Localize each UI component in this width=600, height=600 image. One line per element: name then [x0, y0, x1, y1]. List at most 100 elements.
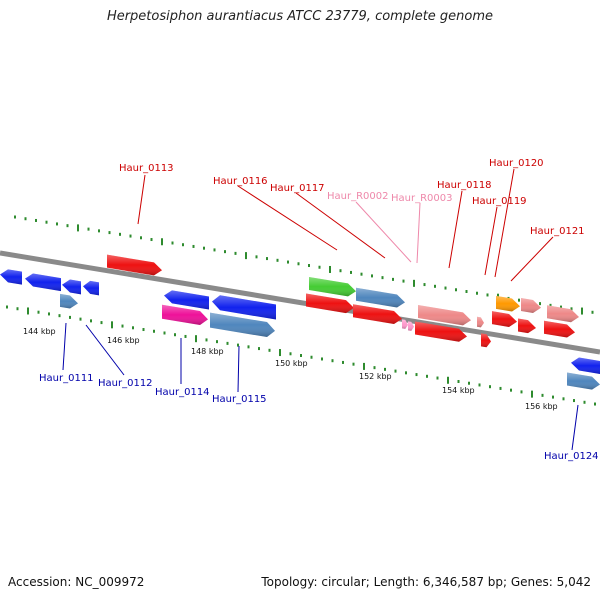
minor-tick [56, 222, 58, 226]
minor-tick [205, 338, 208, 342]
minor-tick [465, 289, 468, 293]
minor-tick [392, 277, 394, 281]
leader-haur-r0002 [355, 201, 412, 263]
minor-tick [266, 257, 268, 261]
minor-tick [321, 357, 323, 361]
gene-arrow-haur-0119-shade [477, 316, 484, 328]
minor-tick [24, 217, 27, 221]
minor-tick [276, 258, 279, 262]
minor-tick [192, 244, 195, 248]
label-haur-0117[interactable]: Haur_0117 [270, 183, 325, 194]
major-tick [245, 252, 247, 260]
major-tick [161, 238, 163, 246]
minor-tick [108, 231, 111, 235]
scale-label-146: 146 kbp [107, 336, 140, 345]
minor-tick [381, 276, 384, 280]
minor-tick [591, 310, 594, 314]
minor-tick [455, 288, 457, 292]
minor-tick [247, 345, 250, 349]
scale-label-152: 152 kbp [359, 372, 392, 381]
leader-haur-0118 [448, 190, 463, 269]
minor-tick [98, 229, 100, 233]
minor-tick [16, 307, 19, 311]
minor-tick [226, 341, 229, 345]
gene-arrow-fwd-c-shade [415, 321, 467, 342]
gene-arrow-haur-0112-shade [83, 280, 99, 296]
minor-tick [129, 234, 132, 238]
label-haur-0119[interactable]: Haur_0119 [472, 196, 527, 207]
minor-tick [405, 371, 407, 375]
minor-tick [100, 321, 103, 325]
minor-tick [549, 303, 552, 307]
leader-haur-0111 [62, 322, 67, 371]
minor-tick [37, 310, 40, 314]
minor-tick [289, 352, 292, 356]
gene-arrow-rev-d-shade [212, 295, 276, 320]
minor-tick [318, 265, 321, 269]
minor-tick [213, 248, 216, 252]
leader-haur-0124 [571, 404, 579, 451]
minor-tick [268, 348, 271, 352]
minor-tick [237, 343, 239, 347]
label-haur-0113[interactable]: Haur_0113 [119, 163, 174, 174]
minor-tick [287, 260, 289, 264]
minor-tick [14, 215, 16, 219]
leader-haur-0117 [295, 192, 386, 259]
gene-arrow-haur-0116-shade [309, 276, 356, 297]
label-haur-0112[interactable]: Haur_0112 [98, 378, 153, 389]
minor-tick [360, 272, 363, 276]
minor-tick [539, 302, 541, 306]
gene-arrow-rev-e-shade [571, 357, 600, 374]
minor-tick [468, 381, 470, 385]
minor-tick [331, 359, 334, 363]
minor-tick [594, 402, 596, 406]
minor-tick [436, 376, 439, 380]
minor-tick [35, 218, 37, 222]
minor-tick [121, 324, 124, 328]
minor-tick [371, 274, 373, 278]
major-tick [581, 307, 583, 315]
minor-tick [310, 355, 313, 359]
scale-label-150: 150 kbp [275, 359, 308, 368]
major-tick [447, 376, 449, 384]
label-haur-0121[interactable]: Haur_0121 [530, 226, 585, 237]
label-haur-0124[interactable]: Haur_0124 [544, 451, 599, 462]
minor-tick [6, 305, 8, 309]
minor-tick [297, 262, 300, 266]
label-haur-r0002[interactable]: Haur_R0002 [327, 191, 389, 202]
major-tick [279, 349, 281, 357]
gene-arrow-fwd-a-shade [306, 293, 354, 314]
minor-tick [541, 393, 544, 397]
minor-tick [583, 400, 586, 404]
label-haur-r0003[interactable]: Haur_R0003 [391, 193, 453, 204]
minor-tick [560, 305, 562, 309]
major-tick [363, 362, 365, 370]
minor-tick [203, 246, 205, 250]
label-haur-0114[interactable]: Haur_0114 [155, 387, 210, 398]
scale-label-156: 156 kbp [525, 402, 558, 411]
minor-tick [132, 326, 134, 330]
minor-tick [352, 362, 355, 366]
gene-arrow-haur-0115-shade [210, 312, 275, 338]
minor-tick [499, 386, 502, 390]
minor-tick [402, 279, 405, 283]
map-title: Herpetosiphon aurantiacus ATCC 23779, co… [106, 9, 494, 24]
gene-arrow-rev-b-shade [25, 273, 61, 292]
minor-tick [119, 232, 121, 236]
label-haur-0118[interactable]: Haur_0118 [437, 180, 492, 191]
label-haur-0115[interactable]: Haur_0115 [212, 394, 267, 405]
label-haur-0111[interactable]: Haur_0111 [39, 373, 94, 384]
minor-tick [373, 366, 376, 370]
minor-tick [308, 264, 310, 268]
minor-tick [153, 329, 155, 333]
label-haur-0116[interactable]: Haur_0116 [213, 176, 268, 187]
gene-arrow-fwd-g-shade [518, 318, 536, 334]
minor-tick [426, 374, 428, 378]
minor-tick [457, 379, 460, 383]
gene-arrow-rev-c-shade [164, 290, 209, 310]
label-haur-0120[interactable]: Haur_0120 [489, 158, 544, 169]
major-tick [27, 307, 29, 315]
minor-tick [300, 354, 302, 358]
minor-tick [45, 220, 48, 224]
